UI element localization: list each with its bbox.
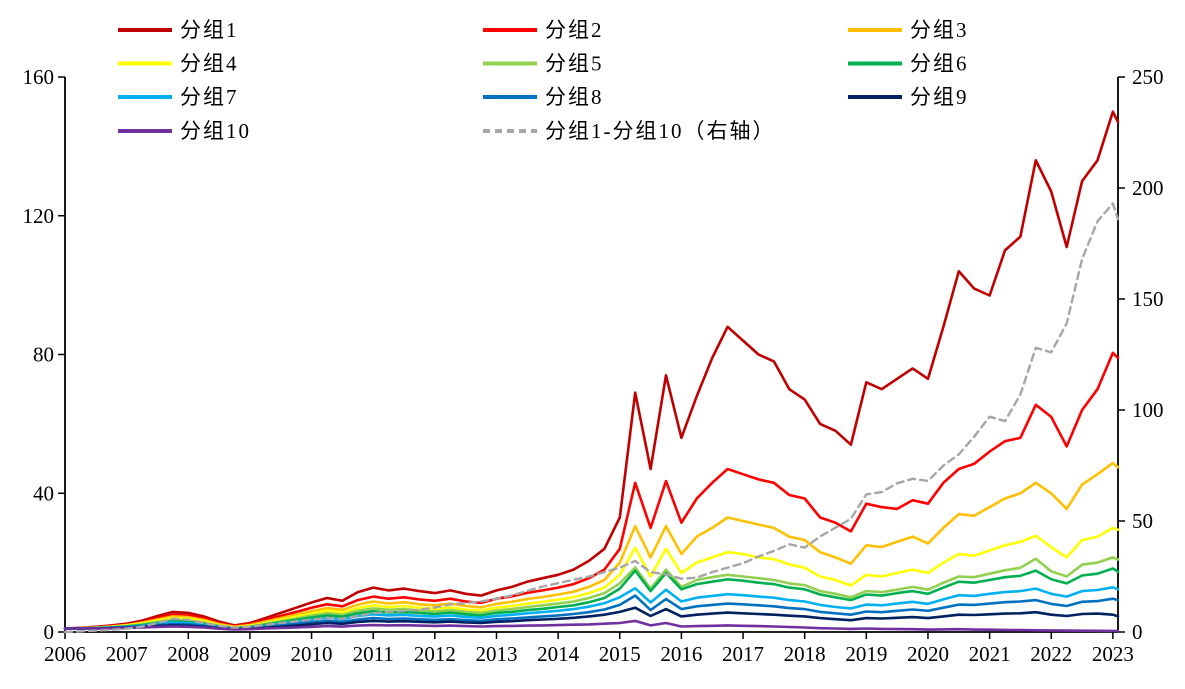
x-axis-tick-label: 2016 [660,642,702,666]
x-axis-tick-label: 2010 [291,642,333,666]
x-axis-tick-label: 2007 [106,642,148,666]
right-axis-tick-label: 250 [1132,65,1164,89]
x-axis-tick-label: 2009 [229,642,271,666]
right-axis-tick-label: 0 [1132,620,1143,644]
x-axis-tick-label: 2022 [1030,642,1072,666]
right-axis-tick-label: 200 [1132,176,1164,200]
x-axis-tick-label: 2018 [784,642,826,666]
legend-label: 分组5 [545,52,604,76]
x-axis-tick-label: 2011 [353,642,394,666]
legend-item: 分组3 [848,18,969,42]
legend-label: 分组4 [180,52,239,76]
x-axis-tick-label: 2023 [1092,642,1134,666]
x-axis-tick-label: 2013 [475,642,517,666]
legend-label: 分组7 [180,85,239,109]
legend-label: 分组1-分组10（右轴） [545,119,776,143]
legend-label: 分组3 [910,18,969,42]
left-axis-tick-label: 160 [23,65,55,89]
x-axis-tick-label: 2021 [969,642,1011,666]
left-axis-tick-label: 80 [33,343,54,367]
x-axis-tick-label: 2008 [167,642,209,666]
legend-label: 分组8 [545,85,604,109]
legend-label: 分组1 [180,18,239,42]
legend-item: 分组8 [483,85,604,109]
legend-label: 分组6 [910,52,969,76]
legend-item: 分组6 [848,52,969,76]
legend-item: 分组5 [483,52,604,76]
legend-item: 分组1-分组10（右轴） [483,119,776,143]
x-axis-tick-label: 2012 [414,642,456,666]
x-axis-tick-label: 2015 [599,642,641,666]
legend-item: 分组1 [118,18,239,42]
series-line-11 [63,202,1120,634]
legend-label: 分组9 [910,85,969,109]
series-line-1 [63,110,1120,630]
legend-item: 分组2 [483,18,604,42]
right-axis-tick-label: 100 [1132,398,1164,422]
left-axis-tick-label: 120 [23,204,55,228]
right-axis-tick-label: 150 [1132,287,1164,311]
x-axis-tick-label: 2020 [907,642,949,666]
left-axis-tick-label: 40 [33,481,54,505]
legend-label: 分组10 [180,119,251,143]
legend-label: 分组2 [545,18,604,42]
right-axis-tick-label: 50 [1132,509,1153,533]
legend-item: 分组9 [848,85,969,109]
legend-item: 分组10 [118,119,251,143]
x-axis-tick-label: 2017 [722,642,764,666]
x-axis-tick-label: 2006 [44,642,86,666]
x-axis-tick-label: 2019 [845,642,887,666]
legend-item: 分组7 [118,85,239,109]
left-axis-tick-label: 0 [44,620,55,644]
legend-item: 分组4 [118,52,239,76]
x-axis-tick-label: 2014 [537,642,580,666]
series-line-10 [63,619,1120,633]
